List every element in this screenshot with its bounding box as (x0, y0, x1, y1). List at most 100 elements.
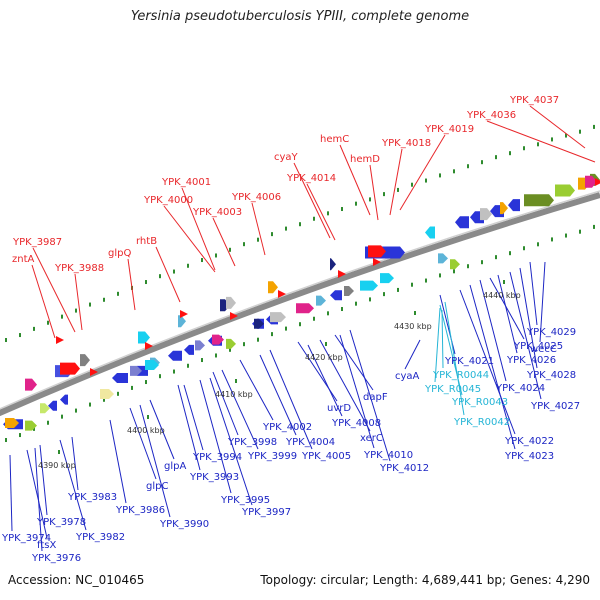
track-dot (425, 178, 427, 183)
track-dot (355, 201, 357, 206)
gene-arrow (195, 340, 205, 351)
gene-arrow (25, 420, 37, 431)
bottom-leader-line (259, 354, 297, 436)
track-dot (523, 146, 525, 151)
bottom-gene-label: YPK_3974 (1, 533, 51, 544)
gene-arrow (62, 363, 70, 371)
bottom-gene-label: YPK_4005 (301, 451, 351, 462)
bottom-gene-label: YPK_4027 (530, 401, 580, 412)
track-dot (243, 342, 245, 347)
gene-arrow (230, 312, 238, 320)
gene-arrow (380, 273, 394, 284)
bottom-leader-line (39, 444, 48, 516)
track-dot (551, 137, 553, 142)
bottom-gene-label: YPK_3994 (192, 452, 242, 463)
top-gene-label: hemC (320, 134, 349, 145)
track-dot (75, 408, 77, 413)
top-gene-label: YPK_4001 (161, 177, 211, 188)
track-dot (327, 211, 329, 216)
bottom-leader-line (479, 279, 507, 382)
gene-arrow (555, 184, 575, 197)
track-dot (103, 297, 105, 302)
genome-backbone (0, 192, 600, 417)
rna-gene-label: YPK_R0045 (424, 384, 481, 395)
gene-arrow (296, 303, 314, 314)
bottom-leader-line (529, 261, 538, 326)
top-gene-label: hemD (350, 154, 380, 165)
top-gene-label: cyaY (274, 152, 299, 163)
bottom-gene-label: glpC (146, 481, 168, 492)
track-dot (327, 311, 329, 316)
track-dot (271, 232, 273, 237)
track-dot (33, 326, 35, 331)
gene-arrow (184, 344, 194, 355)
track-dot (593, 124, 595, 129)
track-dot (229, 347, 231, 352)
gene-arrow (60, 394, 68, 405)
kbp-tick-mark (414, 311, 416, 315)
track-dot (579, 129, 581, 134)
track-dot (411, 182, 413, 187)
bottom-leader-line (139, 404, 171, 518)
gene-arrow (425, 226, 435, 239)
gene-arrow (585, 175, 597, 188)
top-gene-label: rhtB (136, 236, 157, 247)
track-dot (341, 207, 343, 212)
top-leader-line (155, 246, 181, 303)
top-leader-line (127, 258, 136, 311)
top-leader-line (212, 217, 236, 267)
track-dot (187, 263, 189, 268)
gene-arrow (316, 295, 326, 306)
top-gene-label: zntA (12, 254, 35, 265)
track-dot (565, 233, 567, 238)
kbp-tick-mark (503, 280, 505, 284)
bottom-gene-label: YPK_3978 (36, 517, 86, 528)
track-dot (5, 438, 7, 443)
gene-arrow (56, 336, 64, 344)
rna-gene-label: YPK_R0042 (453, 417, 510, 428)
bottom-leader-line (34, 447, 43, 552)
gene-arrow (278, 290, 286, 298)
track-dot (103, 397, 105, 402)
accession-text: Accession: NC_010465 (8, 573, 145, 587)
gene-arrow (40, 403, 50, 414)
top-gene-label: YPK_4006 (231, 192, 281, 203)
bottom-leader-line (177, 384, 201, 471)
bottom-leader-line (209, 377, 253, 506)
bottom-leader-line (129, 407, 157, 480)
track-dot (467, 164, 469, 169)
kbp-tick-mark (235, 379, 237, 383)
gene-arrow (595, 178, 600, 186)
gene-arrow (178, 315, 186, 328)
track-dot (285, 326, 287, 331)
top-gene-label: YPK_3988 (54, 263, 104, 274)
track-dot (173, 369, 175, 374)
bottom-gene-label: YPK_4012 (379, 463, 429, 474)
bottom-leader-line (269, 349, 313, 450)
rna-leader-line (441, 309, 444, 369)
track-dot (411, 282, 413, 287)
top-leader-line (369, 164, 379, 221)
track-dot (61, 314, 63, 319)
track-dot (131, 385, 133, 390)
bottom-leader-line (307, 344, 343, 417)
top-gene-label: YPK_3987 (12, 237, 62, 248)
bottom-gene-label: xerC (360, 433, 383, 444)
bottom-leader-line (349, 329, 391, 462)
bottom-leader-line (334, 334, 374, 391)
gene-arrow (180, 310, 188, 318)
gene-arrow (226, 296, 236, 309)
gene-arrow (254, 318, 264, 329)
top-gene-label: glpQ (108, 248, 131, 259)
track-dot (33, 426, 35, 431)
kbp-tick-mark (58, 450, 60, 454)
bottom-leader-line (9, 454, 13, 532)
bottom-gene-label: YPK_4008 (331, 418, 381, 429)
rna-leader-line (444, 301, 465, 416)
gene-arrow (270, 312, 286, 323)
bottom-gene-label: YPK_3990 (159, 519, 209, 530)
track-dot (425, 278, 427, 283)
dotted-track-top (5, 124, 595, 343)
gene-arrow (268, 281, 278, 294)
